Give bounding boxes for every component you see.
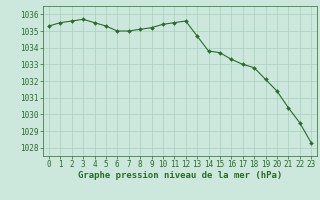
- X-axis label: Graphe pression niveau de la mer (hPa): Graphe pression niveau de la mer (hPa): [78, 171, 282, 180]
